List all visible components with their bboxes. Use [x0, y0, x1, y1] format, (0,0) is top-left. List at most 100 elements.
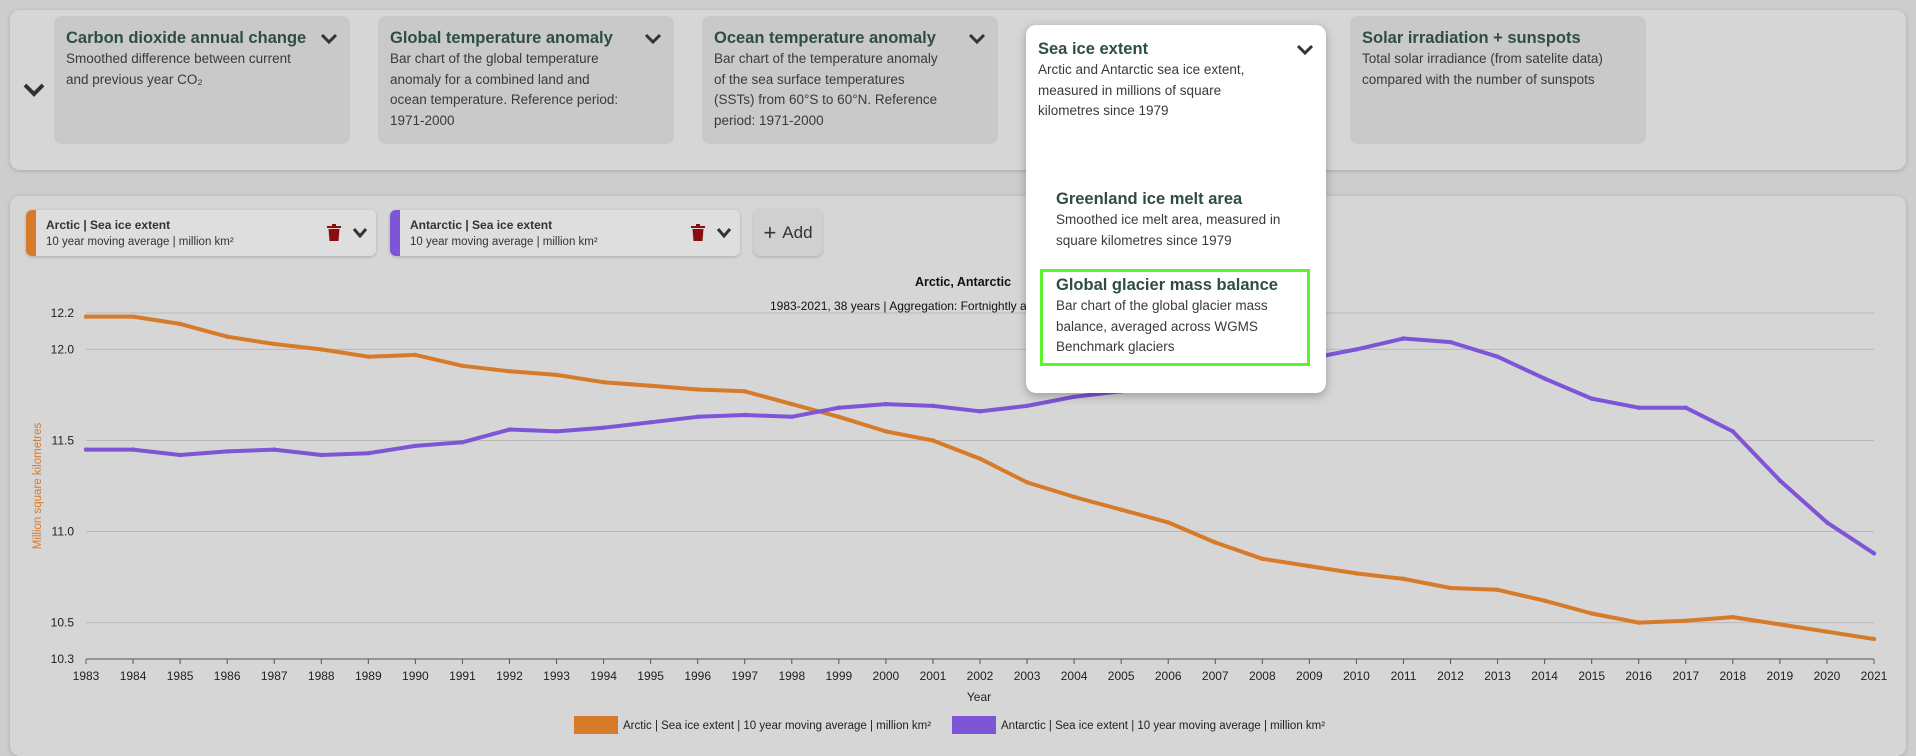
data-point-arctic[interactable] — [648, 383, 653, 389]
chevron-down-icon[interactable] — [1296, 41, 1314, 59]
chevron-down-icon[interactable] — [352, 226, 368, 240]
data-point-antarctic[interactable] — [883, 401, 889, 407]
data-point-antarctic[interactable] — [1542, 376, 1547, 381]
data-point-arctic[interactable] — [1307, 563, 1312, 569]
data-point-antarctic[interactable] — [1824, 520, 1830, 525]
data-point-arctic[interactable] — [507, 369, 512, 374]
dropdown-item-glacier-mass-balance[interactable]: Global glacier mass balance Bar chart of… — [1040, 269, 1310, 366]
data-point-antarctic[interactable] — [554, 429, 559, 434]
data-point-arctic[interactable] — [272, 341, 277, 347]
data-point-antarctic[interactable] — [1871, 551, 1877, 556]
card-carbon-dioxide[interactable]: Carbon dioxide annual change Smoothed di… — [54, 16, 350, 144]
data-point-arctic[interactable] — [1071, 494, 1077, 500]
data-point-arctic[interactable] — [1260, 556, 1265, 562]
data-point-arctic[interactable] — [1448, 585, 1453, 591]
data-point-arctic[interactable] — [1213, 540, 1218, 545]
data-point-antarctic[interactable] — [272, 447, 277, 452]
data-point-antarctic[interactable] — [1024, 403, 1030, 409]
data-point-arctic[interactable] — [1118, 507, 1124, 512]
chevron-down-icon[interactable] — [716, 226, 732, 240]
data-point-arctic[interactable] — [413, 352, 418, 358]
add-series-button[interactable]: + Add — [754, 210, 822, 256]
data-point-arctic[interactable] — [1401, 576, 1406, 582]
data-point-antarctic[interactable] — [789, 414, 794, 419]
data-point-antarctic[interactable] — [977, 409, 983, 414]
x-tick-label: 1994 — [590, 669, 617, 683]
data-point-arctic[interactable] — [1354, 571, 1359, 576]
card-global-temperature[interactable]: Global temperature anomaly Bar chart of … — [378, 16, 674, 144]
data-point-antarctic[interactable] — [1730, 429, 1736, 434]
dropdown-item-title: Global glacier mass balance — [1056, 276, 1278, 294]
chevron-down-icon[interactable] — [644, 30, 662, 48]
trash-icon[interactable] — [690, 224, 706, 242]
data-point-arctic[interactable] — [836, 414, 842, 419]
data-point-antarctic[interactable] — [177, 452, 183, 458]
legend-label-antarctic[interactable]: Antarctic | Sea ice extent | 10 year mov… — [1001, 720, 1325, 732]
data-point-arctic[interactable] — [319, 347, 324, 352]
data-point-arctic[interactable] — [930, 438, 936, 443]
data-point-antarctic[interactable] — [366, 451, 371, 456]
data-point-antarctic[interactable] — [742, 412, 747, 418]
data-point-arctic[interactable] — [601, 380, 606, 385]
data-point-arctic[interactable] — [1871, 636, 1877, 642]
dropdown-header[interactable]: Sea ice extent Arctic and Antarctic sea … — [1038, 39, 1314, 122]
data-point-antarctic[interactable] — [836, 405, 842, 410]
data-point-antarctic[interactable] — [1636, 405, 1641, 410]
data-point-arctic[interactable] — [1542, 598, 1547, 603]
chevron-down-icon[interactable] — [22, 78, 46, 102]
data-point-arctic[interactable] — [1777, 622, 1783, 627]
data-point-arctic[interactable] — [554, 372, 559, 378]
data-point-arctic[interactable] — [1166, 520, 1171, 525]
card-solar-irradiation[interactable]: Solar irradiation + sunspots Total solar… — [1350, 16, 1646, 144]
data-point-arctic[interactable] — [366, 354, 371, 359]
data-point-arctic[interactable] — [1495, 587, 1500, 592]
card-ocean-temperature[interactable]: Ocean temperature anomaly Bar chart of t… — [702, 16, 998, 144]
trash-icon[interactable] — [326, 224, 342, 242]
data-point-antarctic[interactable] — [930, 403, 936, 409]
data-point-antarctic[interactable] — [648, 420, 653, 425]
data-point-arctic[interactable] — [1024, 480, 1030, 485]
data-point-antarctic[interactable] — [1589, 396, 1594, 401]
dataset-dropdown-sea-ice[interactable]: Sea ice extent Arctic and Antarctic sea … — [1026, 25, 1326, 393]
data-point-arctic[interactable] — [177, 321, 183, 327]
data-point-arctic[interactable] — [883, 429, 889, 434]
data-point-antarctic[interactable] — [83, 447, 89, 452]
data-point-antarctic[interactable] — [130, 447, 136, 452]
data-point-arctic[interactable] — [1636, 620, 1641, 625]
legend-swatch-arctic[interactable] — [574, 716, 618, 734]
data-point-antarctic[interactable] — [319, 452, 324, 458]
series-tab-arctic[interactable]: Arctic | Sea ice extent 10 year moving a… — [26, 210, 376, 256]
data-point-arctic[interactable] — [1730, 614, 1736, 620]
data-point-arctic[interactable] — [977, 456, 983, 461]
y-tick-label: 10.5 — [51, 616, 75, 630]
data-point-arctic[interactable] — [695, 387, 700, 392]
data-point-arctic[interactable] — [224, 334, 230, 339]
data-point-arctic[interactable] — [130, 314, 136, 319]
data-point-antarctic[interactable] — [507, 427, 512, 432]
data-point-antarctic[interactable] — [1401, 336, 1406, 341]
data-point-arctic[interactable] — [1683, 618, 1688, 623]
data-point-antarctic[interactable] — [460, 440, 465, 445]
chevron-down-icon[interactable] — [968, 30, 986, 48]
data-point-antarctic[interactable] — [224, 449, 230, 454]
data-point-antarctic[interactable] — [413, 443, 418, 449]
data-point-arctic[interactable] — [742, 389, 747, 394]
data-point-antarctic[interactable] — [1354, 347, 1359, 352]
chevron-down-icon[interactable] — [320, 30, 338, 48]
data-point-antarctic[interactable] — [1495, 354, 1500, 359]
data-point-antarctic[interactable] — [1683, 405, 1688, 410]
series-tab-antarctic[interactable]: Antarctic | Sea ice extent 10 year movin… — [390, 210, 740, 256]
data-point-antarctic[interactable] — [601, 425, 606, 430]
data-point-antarctic[interactable] — [695, 414, 700, 419]
data-point-arctic[interactable] — [83, 314, 89, 319]
data-point-antarctic[interactable] — [1071, 394, 1077, 399]
data-point-arctic[interactable] — [1824, 629, 1830, 634]
legend-swatch-antarctic[interactable] — [952, 716, 996, 734]
data-point-antarctic[interactable] — [1448, 339, 1453, 345]
legend-label-arctic[interactable]: Arctic | Sea ice extent | 10 year moving… — [623, 720, 931, 732]
data-point-antarctic[interactable] — [1777, 478, 1783, 483]
dropdown-item-greenland-ice-melt[interactable]: Greenland ice melt area Smoothed ice mel… — [1040, 183, 1310, 259]
data-point-arctic[interactable] — [1589, 611, 1594, 616]
data-point-arctic[interactable] — [789, 401, 794, 407]
data-point-arctic[interactable] — [460, 363, 465, 369]
